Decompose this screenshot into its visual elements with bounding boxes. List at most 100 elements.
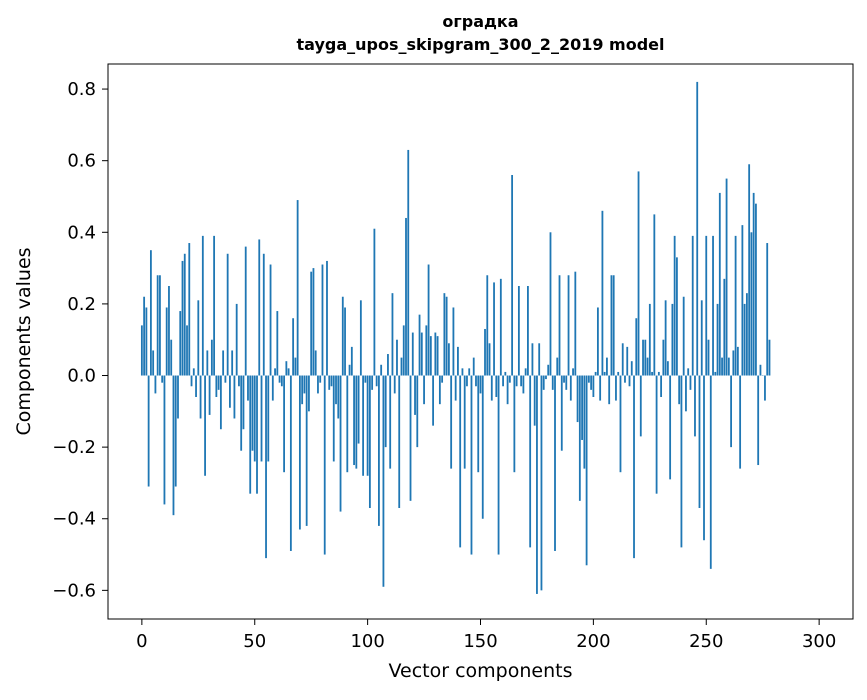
bar-77 xyxy=(315,350,317,375)
chart-subtitle: tayga_upos_skipgram_300_2_2019 model xyxy=(108,35,853,54)
bar-14 xyxy=(173,376,175,516)
bar-124 xyxy=(421,333,423,376)
bar-109 xyxy=(387,354,389,375)
y-axis: −0.6−0.4−0.20.00.20.40.60.8 xyxy=(52,79,108,601)
bar-9 xyxy=(161,376,163,383)
bar-162 xyxy=(507,376,509,405)
bar-136 xyxy=(448,343,450,375)
bar-73 xyxy=(306,376,308,526)
bar-119 xyxy=(410,376,412,501)
bar-111 xyxy=(392,293,394,375)
bar-217 xyxy=(631,361,633,375)
bar-28 xyxy=(204,376,206,476)
bar-106 xyxy=(380,365,382,376)
bar-243 xyxy=(690,376,692,390)
bar-245 xyxy=(694,376,696,437)
bar-47 xyxy=(247,376,249,401)
bar-31 xyxy=(211,340,213,376)
bar-29 xyxy=(206,350,208,375)
bar-57 xyxy=(270,265,272,376)
bar-262 xyxy=(732,350,734,375)
bar-200 xyxy=(592,376,594,397)
bar-49 xyxy=(252,376,254,451)
bar-268 xyxy=(746,293,748,375)
bar-168 xyxy=(520,376,522,387)
bar-52 xyxy=(258,239,260,375)
bar-265 xyxy=(739,376,741,469)
bar-212 xyxy=(620,376,622,473)
bar-248 xyxy=(701,300,703,375)
bar-64 xyxy=(285,361,287,375)
bar-241 xyxy=(685,376,687,412)
bar-192 xyxy=(574,272,576,376)
bar-177 xyxy=(541,376,543,591)
bar-80 xyxy=(322,265,324,376)
bar-19 xyxy=(184,254,186,376)
bar-210 xyxy=(615,376,617,401)
bar-2 xyxy=(145,307,147,375)
y-tick-label-3: 0.0 xyxy=(67,366,96,387)
bar-125 xyxy=(423,376,425,405)
bar-76 xyxy=(313,268,315,375)
bar-88 xyxy=(340,376,342,512)
bar-90 xyxy=(344,307,346,375)
bar-72 xyxy=(304,376,306,394)
bar-35 xyxy=(220,376,222,430)
bar-12 xyxy=(168,286,170,376)
bar-139 xyxy=(455,376,457,401)
bar-37 xyxy=(224,376,226,383)
bar-116 xyxy=(403,325,405,375)
bar-205 xyxy=(604,372,606,376)
bar-189 xyxy=(568,275,570,375)
bar-267 xyxy=(744,304,746,376)
bar-236 xyxy=(674,236,676,376)
bar-160 xyxy=(502,376,504,387)
bar-278 xyxy=(769,340,771,376)
bar-227 xyxy=(653,214,655,375)
bar-197 xyxy=(586,376,588,566)
bar-171 xyxy=(527,286,529,376)
bar-225 xyxy=(649,304,651,376)
bar-3 xyxy=(148,376,150,487)
bar-67 xyxy=(292,318,294,375)
bar-108 xyxy=(385,376,387,448)
bar-71 xyxy=(301,376,303,405)
bar-7 xyxy=(157,275,159,375)
bar-188 xyxy=(565,376,567,390)
x-tick-label-100: 100 xyxy=(350,631,384,652)
bar-115 xyxy=(401,358,403,376)
bar-269 xyxy=(748,164,750,375)
bar-255 xyxy=(717,304,719,376)
bar-95 xyxy=(355,376,357,469)
bar-30 xyxy=(209,376,211,415)
bar-100 xyxy=(367,376,369,476)
bar-131 xyxy=(437,336,439,375)
bar-39 xyxy=(229,376,231,408)
bar-137 xyxy=(450,376,452,469)
bar-158 xyxy=(498,376,500,555)
chart-title: оградка xyxy=(108,12,853,31)
bar-187 xyxy=(563,376,565,383)
bar-164 xyxy=(511,175,513,376)
bar-144 xyxy=(466,376,468,387)
bar-193 xyxy=(577,376,579,423)
bar-23 xyxy=(193,368,195,375)
bar-10 xyxy=(164,376,166,505)
bar-219 xyxy=(635,318,637,375)
bar-238 xyxy=(678,376,680,405)
bar-196 xyxy=(583,376,585,469)
bar-263 xyxy=(735,236,737,376)
bar-235 xyxy=(671,304,673,376)
bar-186 xyxy=(561,376,563,451)
bar-250 xyxy=(705,236,707,376)
bar-145 xyxy=(468,368,470,375)
bar-99 xyxy=(364,376,366,383)
bar-202 xyxy=(597,307,599,375)
bar-18 xyxy=(182,261,184,376)
bar-221 xyxy=(640,376,642,437)
bar-154 xyxy=(489,343,491,375)
bar-32 xyxy=(213,236,215,376)
bar-277 xyxy=(766,243,768,375)
bar-82 xyxy=(326,261,328,376)
